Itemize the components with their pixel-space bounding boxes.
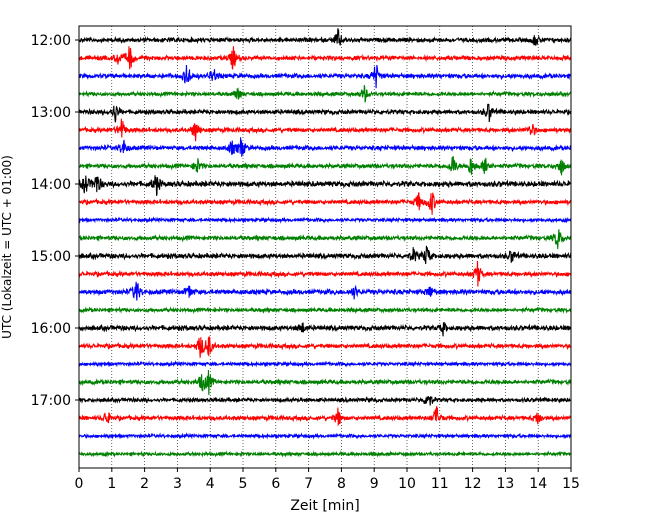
trace-1300 [78,103,572,123]
x-tick-label: 8 [337,476,346,492]
trace-1230 [78,64,572,89]
x-tick-label: 0 [75,476,84,492]
trace-1545 [78,305,572,315]
x-tick-label: 3 [173,476,182,492]
y-tick-label: 14:00 [31,177,71,193]
y-axis: 12:00 13:00 14:00 15:00 16:00 17:00 [31,33,79,409]
trace-1515 [78,260,572,287]
trace-1700 [78,396,572,406]
trace-1200 [78,28,572,46]
trace-1330 [78,137,572,157]
x-axis-label: Zeit [min] [290,498,359,514]
trace-1415 [78,192,572,215]
x-tick-label: 14 [529,476,547,492]
x-tick-label: 1 [107,476,116,492]
y-tick-label: 13:00 [31,105,71,121]
x-tick-label: 12 [464,476,482,492]
x-tick-label: 11 [431,476,449,492]
x-tick-label: 4 [206,476,215,492]
trace-1645 [78,370,572,396]
trace-1245 [78,85,572,103]
y-axis-label: UTC (Lokalzeit = UTC + 01:00) [0,155,14,339]
y-tick-label: 17:00 [31,393,71,409]
trace-1530 [78,281,572,301]
trace-1615 [78,335,572,358]
plot-frame [78,25,572,469]
x-tick-label: 9 [370,476,379,492]
seismogram-traces [78,28,572,458]
x-tick-label: 2 [140,476,149,492]
trace-1430 [78,216,572,224]
y-tick-label: 15:00 [31,249,71,265]
trace-1315 [78,118,572,142]
x-tick-label: 13 [496,476,514,492]
x-tick-label: 7 [304,476,313,492]
trace-1745 [78,450,572,458]
trace-1345 [78,156,572,176]
y-tick-label: 12:00 [31,33,71,49]
trace-1445 [78,229,572,250]
trace-1400 [78,175,572,196]
trace-1215 [78,46,572,71]
x-tick-label: 15 [562,476,580,492]
x-tick-label: 10 [398,476,416,492]
trace-1600 [78,322,572,337]
y-tick-label: 16:00 [31,321,71,337]
x-axis: 0 1 2 3 4 5 6 7 8 9 10 11 12 13 14 15 [75,468,580,492]
trace-1630 [78,360,572,368]
trace-1730 [78,432,572,440]
x-tick-label: 6 [271,476,280,492]
trace-1500 [78,245,572,264]
x-tick-label: 5 [239,476,248,492]
trace-1715 [78,406,572,427]
